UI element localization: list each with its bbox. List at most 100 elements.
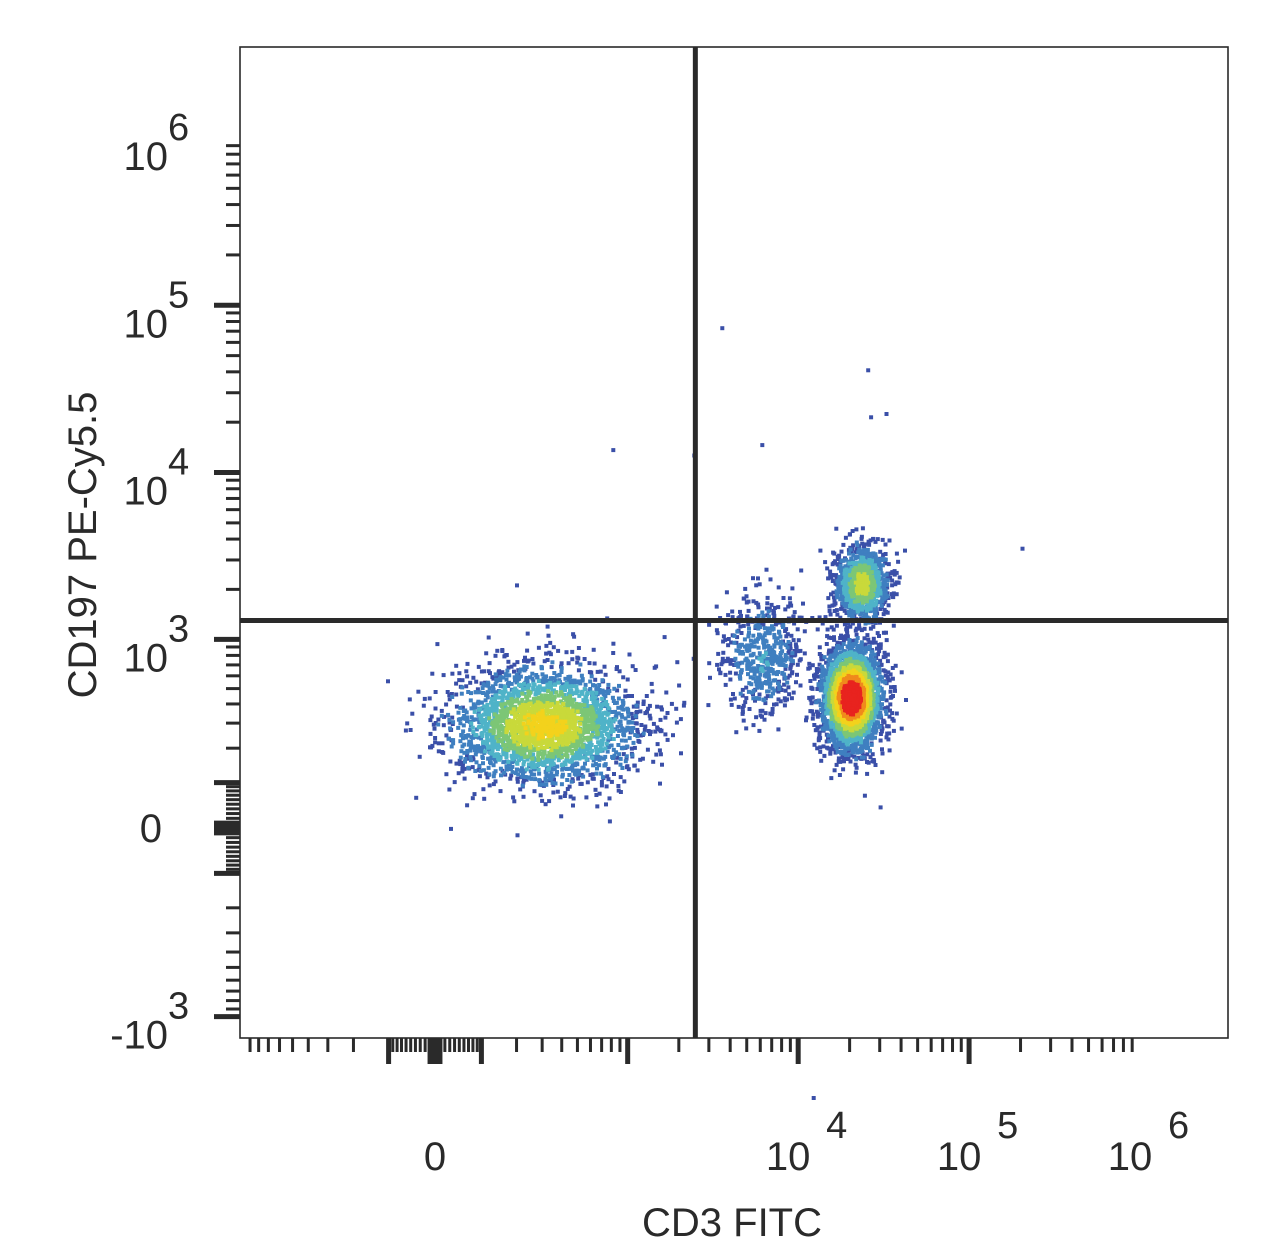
event-dot bbox=[776, 585, 781, 590]
event-dot bbox=[555, 700, 560, 705]
event-dot bbox=[827, 739, 832, 744]
event-dot bbox=[853, 580, 858, 585]
event-dot bbox=[858, 594, 863, 599]
event-dot bbox=[548, 640, 553, 645]
event-dot bbox=[749, 682, 754, 687]
event-dot bbox=[617, 720, 622, 725]
event-dot bbox=[782, 696, 787, 701]
event-dot bbox=[726, 643, 731, 648]
event-dot bbox=[828, 572, 833, 577]
event-dot bbox=[479, 749, 484, 754]
event-dot bbox=[543, 675, 548, 680]
event-dot bbox=[627, 736, 632, 741]
event-dot bbox=[512, 669, 516, 674]
event-dot bbox=[611, 651, 616, 655]
event-dot bbox=[519, 755, 524, 760]
event-dot bbox=[532, 789, 537, 794]
event-dot bbox=[515, 660, 520, 665]
event-dot bbox=[498, 677, 503, 682]
event-dot bbox=[818, 745, 823, 750]
event-dot bbox=[776, 641, 781, 646]
event-dot bbox=[881, 706, 886, 711]
event-dot bbox=[780, 641, 785, 646]
event-dot bbox=[605, 712, 610, 717]
event-dot bbox=[515, 583, 519, 588]
event-dot bbox=[728, 658, 732, 663]
event-dot bbox=[796, 649, 801, 654]
event-dot bbox=[531, 681, 536, 686]
event-dot bbox=[850, 579, 855, 584]
event-dot bbox=[715, 662, 720, 667]
event-dot bbox=[570, 684, 575, 689]
event-dot bbox=[485, 690, 490, 695]
event-dot bbox=[840, 732, 845, 737]
event-dot bbox=[555, 789, 560, 794]
event-dot bbox=[491, 676, 496, 681]
event-dot bbox=[867, 640, 872, 645]
event-dot bbox=[479, 718, 484, 723]
event-dot bbox=[531, 679, 536, 684]
event-dot bbox=[770, 710, 775, 715]
event-dot bbox=[658, 727, 663, 732]
event-dot bbox=[615, 688, 620, 693]
event-dot bbox=[493, 742, 497, 747]
event-dot bbox=[873, 566, 878, 571]
event-dot bbox=[641, 699, 646, 704]
event-dot bbox=[570, 742, 575, 747]
event-dot bbox=[546, 759, 551, 764]
event-dot bbox=[581, 746, 586, 751]
event-dot bbox=[846, 565, 851, 570]
event-dot bbox=[744, 594, 749, 599]
event-dot bbox=[888, 672, 893, 677]
event-dot bbox=[806, 666, 811, 671]
event-dot bbox=[883, 582, 887, 587]
event-dot bbox=[716, 651, 721, 656]
event-dot bbox=[771, 611, 776, 616]
event-dot bbox=[877, 634, 881, 638]
event-dot bbox=[512, 705, 517, 709]
event-dot bbox=[559, 670, 564, 674]
event-dot bbox=[531, 752, 536, 757]
event-dot bbox=[611, 737, 616, 741]
event-dot bbox=[498, 683, 503, 688]
event-dot bbox=[472, 748, 477, 753]
event-dot bbox=[875, 646, 879, 651]
event-dot bbox=[889, 592, 894, 597]
event-dot bbox=[774, 658, 779, 663]
event-dot bbox=[899, 670, 904, 675]
event-dot bbox=[882, 650, 887, 655]
event-dot bbox=[568, 684, 573, 689]
event-dot bbox=[603, 746, 608, 751]
event-dot bbox=[822, 726, 827, 731]
event-dot bbox=[880, 770, 885, 775]
event-dot bbox=[544, 759, 549, 764]
event-dot bbox=[527, 751, 532, 756]
event-dot bbox=[469, 721, 474, 726]
event-dot bbox=[786, 640, 791, 644]
event-dot bbox=[594, 690, 599, 695]
event-dot bbox=[831, 627, 836, 632]
event-dot bbox=[501, 690, 506, 695]
event-dot bbox=[728, 677, 733, 682]
event-dot bbox=[505, 668, 510, 673]
event-dot bbox=[486, 635, 491, 640]
event-dot bbox=[494, 690, 499, 695]
event-dot bbox=[829, 662, 834, 667]
event-dot bbox=[542, 659, 547, 664]
event-dot bbox=[590, 776, 595, 781]
event-dot bbox=[584, 701, 589, 706]
event-dot bbox=[878, 658, 883, 663]
event-dot bbox=[766, 652, 771, 657]
event-dot bbox=[659, 705, 664, 710]
event-dot bbox=[494, 708, 499, 713]
event-dot bbox=[544, 782, 549, 787]
event-dot bbox=[856, 550, 861, 555]
event-dot bbox=[512, 662, 517, 667]
event-dot bbox=[500, 695, 505, 700]
event-dot bbox=[827, 608, 832, 613]
event-dot bbox=[414, 795, 419, 800]
event-dot bbox=[765, 601, 770, 606]
event-dot bbox=[509, 773, 514, 778]
event-dot bbox=[839, 558, 844, 563]
event-dot bbox=[524, 694, 529, 699]
